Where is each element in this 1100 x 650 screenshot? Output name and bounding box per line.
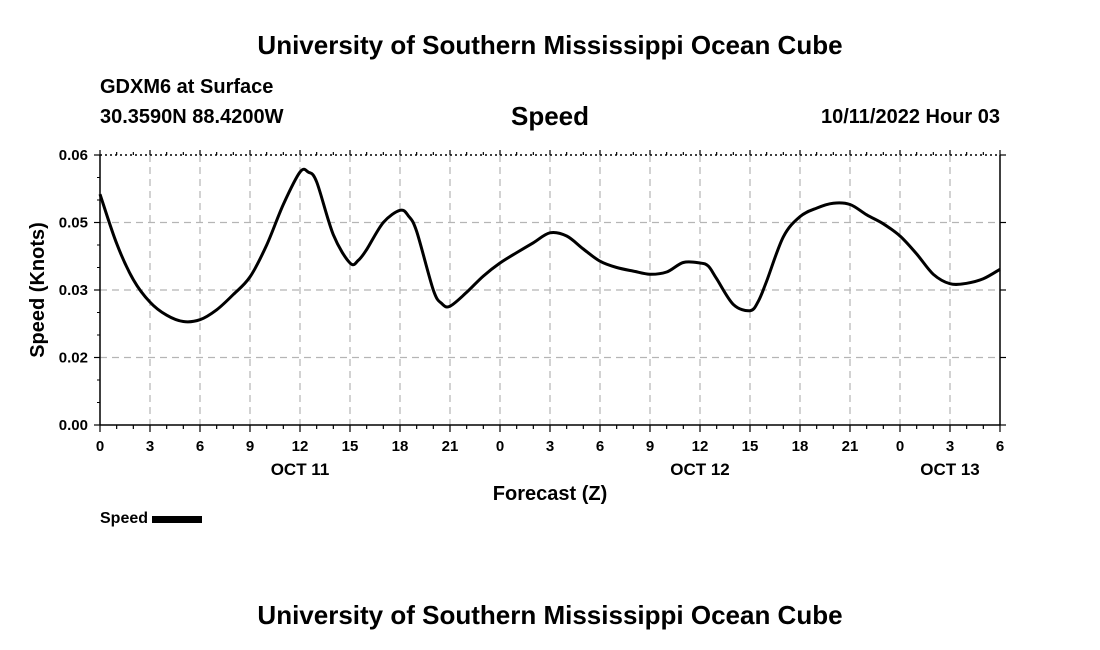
chart-title: Speed bbox=[510, 101, 590, 131]
y-tick-label: 0.00 bbox=[59, 417, 88, 434]
legend-label: Speed bbox=[100, 510, 149, 527]
x-tick-label: 0 bbox=[896, 438, 904, 455]
x-axis-label: Forecast (Z) bbox=[493, 483, 607, 505]
datetime-label: 10/11/2022 Hour 03 bbox=[820, 106, 1000, 128]
legend: Speed bbox=[100, 510, 203, 528]
x-tick-label: 0 bbox=[96, 438, 104, 455]
x-tick-label: 6 bbox=[596, 438, 604, 455]
x-tick-label: 15 bbox=[342, 438, 359, 455]
legend-swatch bbox=[152, 515, 203, 523]
chart-main-title: University of Southern Mississippi Ocean… bbox=[257, 30, 843, 60]
station-label: GDXM6 at Surface bbox=[100, 76, 274, 98]
series-line-speed bbox=[98, 167, 1001, 324]
x-tick-label: 6 bbox=[196, 438, 204, 455]
y-tick-label: 0.05 bbox=[59, 215, 88, 232]
y-tick-label: 0.02 bbox=[59, 350, 88, 367]
x-tick-label: 3 bbox=[146, 438, 154, 455]
x-tick-label: 21 bbox=[842, 438, 859, 455]
y-axis-label: Speed (Knots) bbox=[27, 222, 49, 358]
x-tick-label: 12 bbox=[692, 438, 709, 455]
x-tick-label: 18 bbox=[392, 438, 409, 455]
coordinates-label: 30.3590N 88.4200W bbox=[100, 106, 284, 128]
x-date-label: OCT 11 bbox=[271, 460, 330, 479]
y-tick-label: 0.06 bbox=[59, 147, 88, 164]
x-tick-label: 15 bbox=[742, 438, 759, 455]
x-tick-label: 3 bbox=[546, 438, 554, 455]
x-tick-label: 9 bbox=[646, 438, 654, 455]
x-tick-label: 3 bbox=[946, 438, 954, 455]
x-tick-label: 21 bbox=[442, 438, 459, 455]
x-tick-label: 12 bbox=[292, 438, 309, 455]
x-tick-label: 9 bbox=[246, 438, 254, 455]
x-date-label: OCT 13 bbox=[920, 460, 980, 479]
x-date-label: OCT 12 bbox=[670, 460, 730, 479]
y-tick-label: 0.03 bbox=[59, 282, 88, 299]
x-tick-label: 6 bbox=[996, 438, 1004, 455]
x-tick-label: 18 bbox=[792, 438, 809, 455]
x-tick-label: 0 bbox=[496, 438, 504, 455]
footer-title: University of Southern Mississippi Ocean… bbox=[257, 600, 843, 630]
